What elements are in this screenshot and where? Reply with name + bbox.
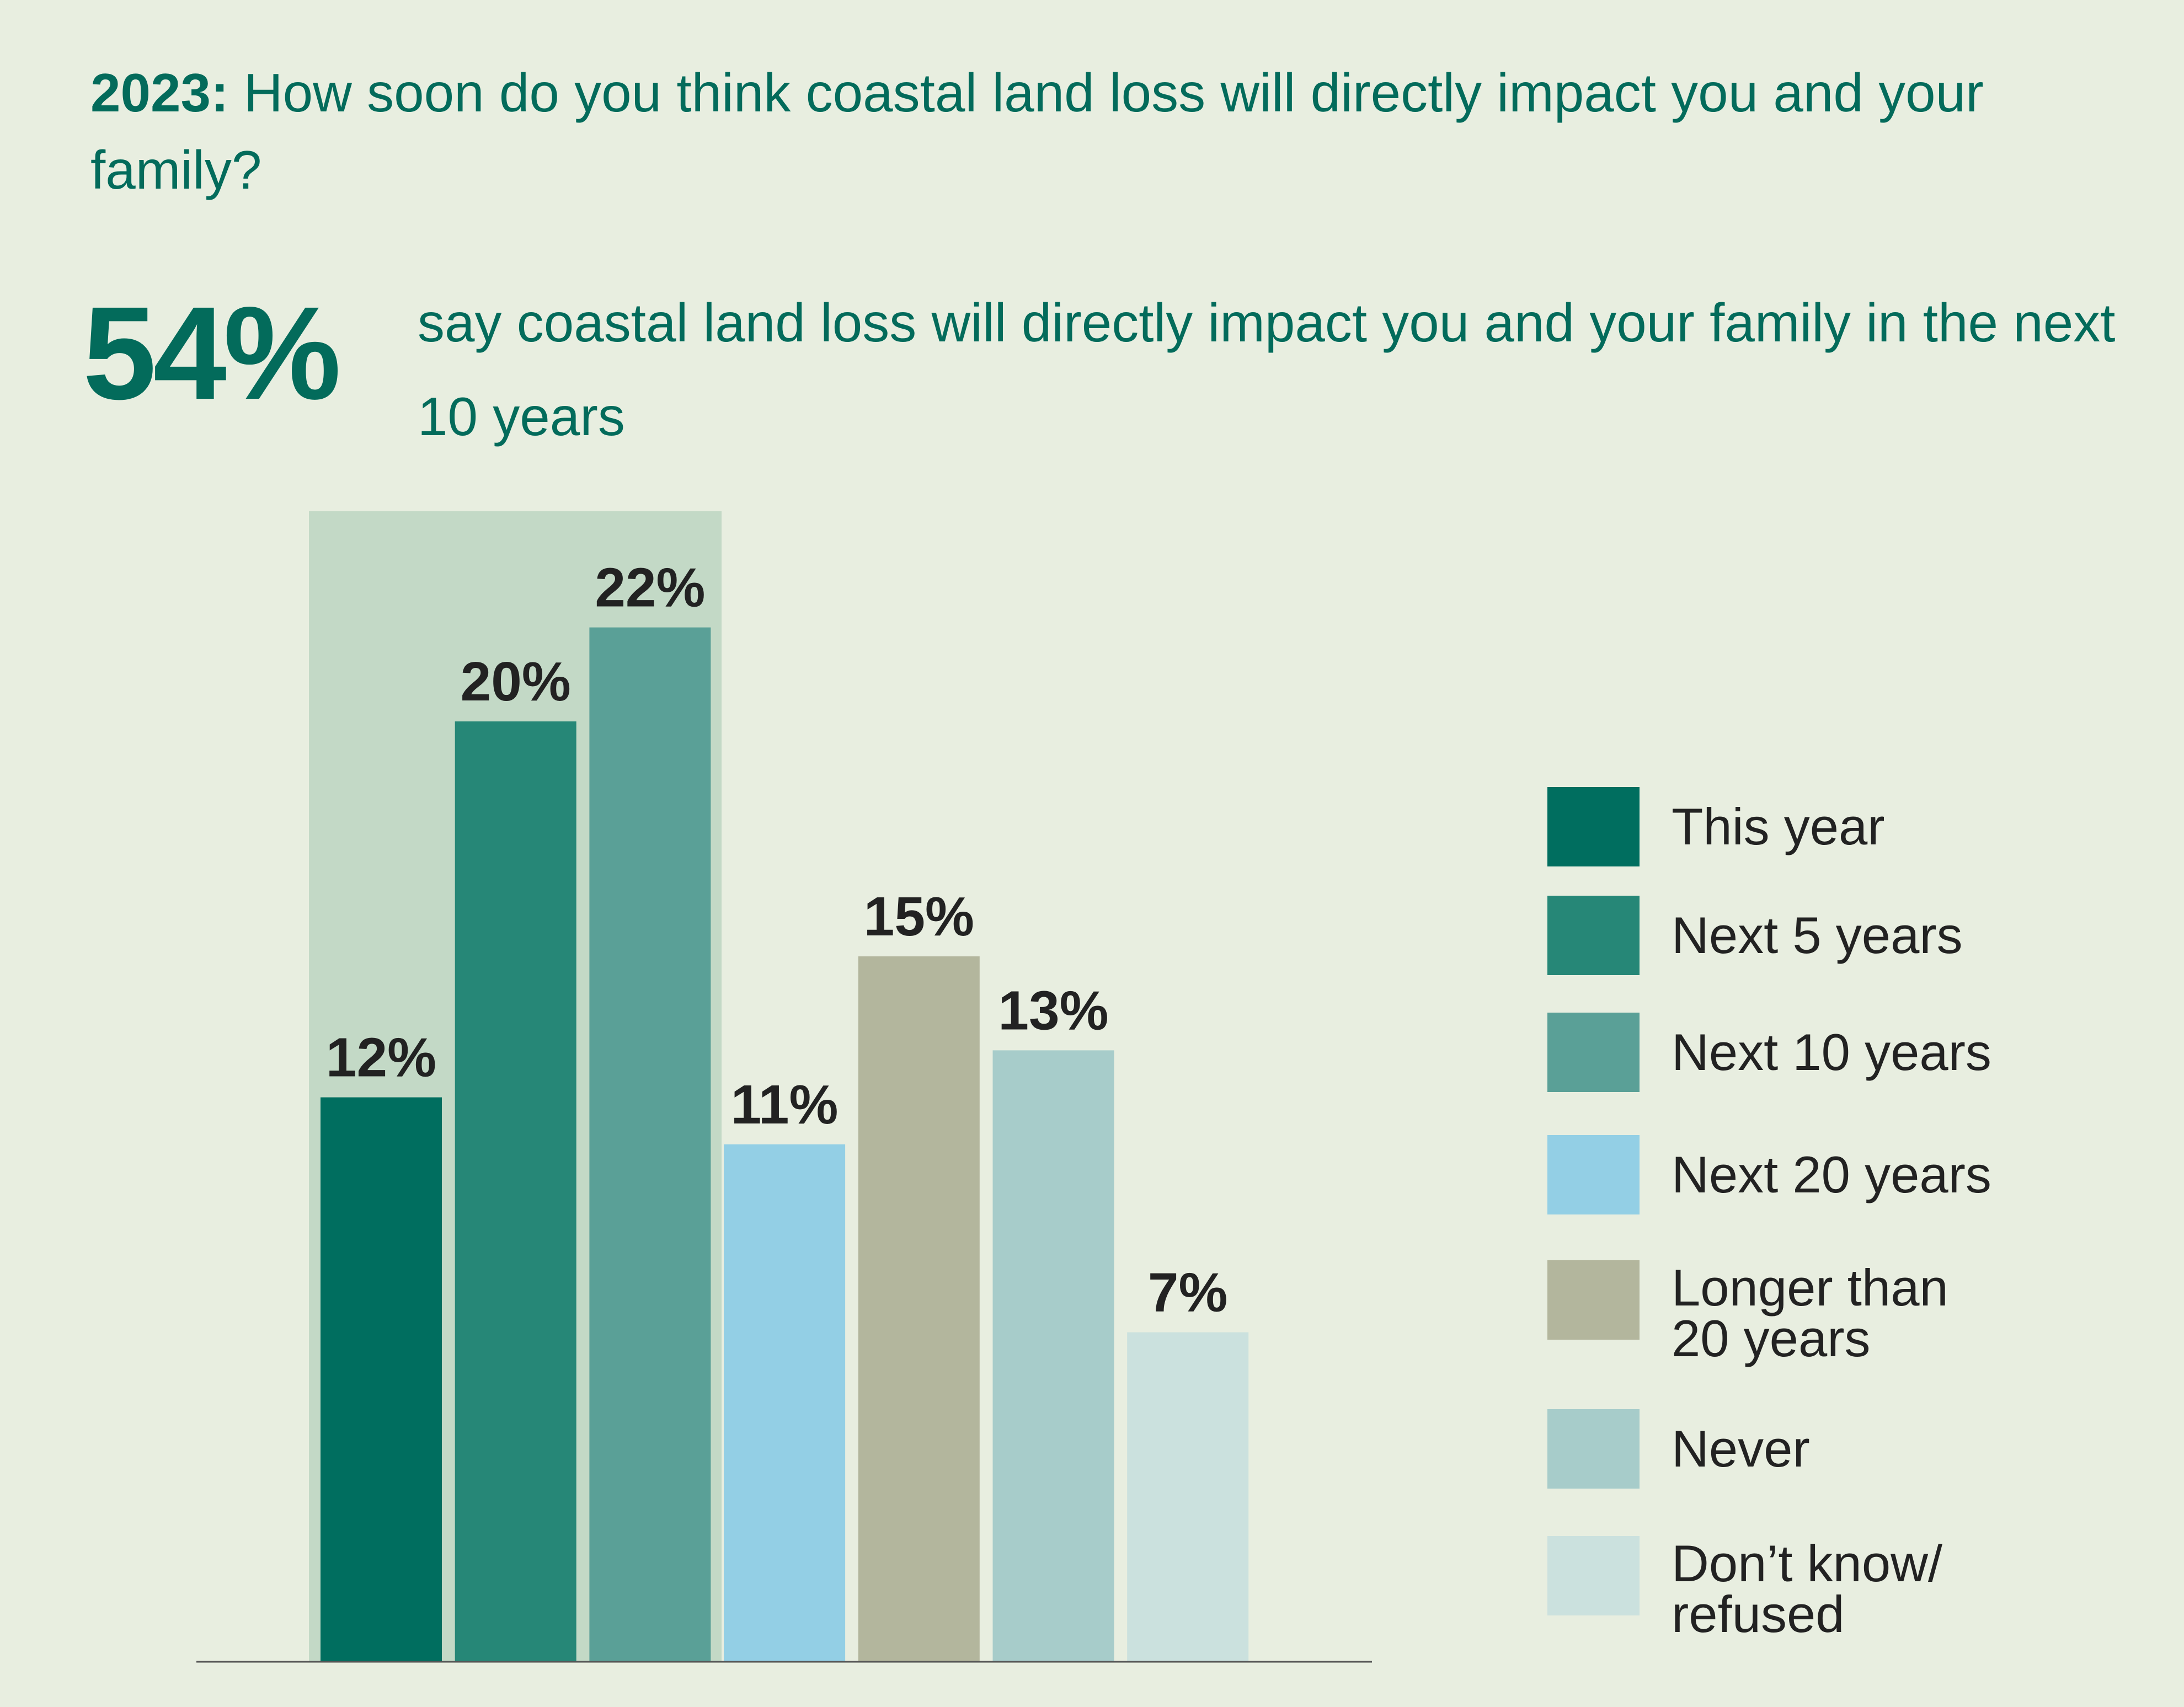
legend-label: Never (1672, 1420, 1810, 1478)
legend-swatch (1547, 1409, 1640, 1489)
highlight-value: 54% (83, 279, 341, 427)
legend-swatch (1547, 1135, 1640, 1214)
highlight-text: say coastal land loss will directly impa… (418, 292, 2116, 447)
bar-label: 12% (326, 1027, 436, 1089)
legend-label: Next 10 years (1672, 1023, 1991, 1081)
bar-label: 20% (461, 651, 571, 713)
bar (589, 627, 711, 1661)
legend-swatch (1547, 787, 1640, 866)
bar (858, 956, 980, 1661)
legend-swatch (1547, 1260, 1640, 1340)
bar (1127, 1332, 1249, 1661)
bar (724, 1144, 846, 1661)
bar-label: 11% (731, 1074, 839, 1136)
bar-label: 13% (998, 980, 1108, 1041)
legend-label: This year (1672, 798, 1885, 855)
bar (455, 721, 576, 1661)
bar (321, 1097, 442, 1661)
bar-label: 15% (864, 886, 974, 948)
legend-swatch (1547, 1013, 1640, 1092)
bar-label: 7% (1148, 1262, 1228, 1324)
legend-swatch (1547, 1536, 1640, 1615)
bar (992, 1050, 1114, 1661)
chart-title: 2023: How soon do you think coastal land… (90, 54, 2132, 208)
legend-label: Next 5 years (1672, 906, 1963, 964)
legend-label: Longer than 20 years (1672, 1259, 1948, 1367)
legend-label: Don’t know/ refused (1672, 1534, 1943, 1643)
legend-swatch (1547, 896, 1640, 975)
bar-label: 22% (595, 557, 705, 619)
title-question: How soon do you think coastal land loss … (90, 62, 1984, 200)
title-year: 2023: (90, 62, 229, 123)
legend-label: Next 20 years (1672, 1146, 1991, 1203)
